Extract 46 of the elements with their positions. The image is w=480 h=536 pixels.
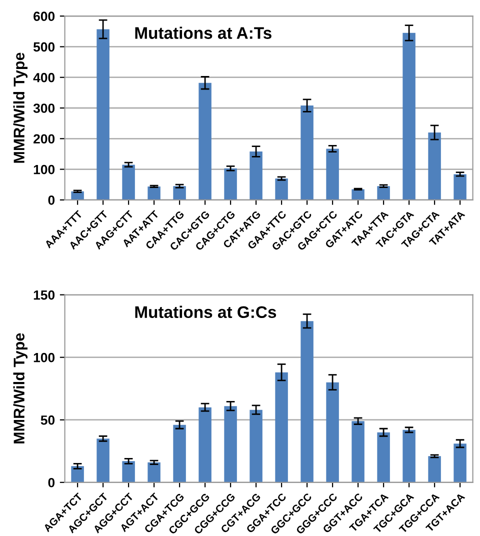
y-tick-label: 200 (34, 134, 55, 144)
bar (300, 106, 314, 200)
y-tick-label: 100 (34, 352, 55, 362)
bar (300, 321, 314, 482)
bar (224, 168, 237, 200)
bar (148, 462, 160, 482)
bar (454, 444, 466, 482)
bar (352, 189, 364, 200)
y-tick-label: 150 (34, 290, 55, 300)
bar (377, 186, 390, 200)
y-tick-label: 600 (34, 12, 55, 21)
y-axis-title: MMR/Wild Type (13, 52, 28, 163)
bar (428, 132, 441, 200)
bar (96, 438, 110, 482)
annotation: Mutations at A:Ts (135, 26, 272, 39)
y-tick-label: 50 (40, 415, 55, 425)
annotation: Mutations at G:Cs (135, 306, 276, 318)
bar (326, 382, 339, 482)
bar (173, 424, 186, 482)
y-tick-label: 0 (48, 478, 55, 488)
bar (122, 461, 135, 482)
y-axis-title: MMR/Wild Type (13, 333, 28, 444)
bar (122, 164, 135, 200)
y-tick-label: 400 (33, 72, 55, 82)
y-tick-label: 100 (34, 164, 55, 174)
bar (71, 466, 84, 482)
y-tick-label: 500 (33, 42, 55, 52)
bar (250, 152, 262, 200)
bar (352, 421, 364, 482)
y-tick-label: 300 (33, 104, 55, 113)
bar (402, 430, 416, 482)
bar (428, 456, 441, 482)
y-tick-label: 0 (48, 195, 55, 205)
bar (173, 186, 186, 200)
bar (224, 406, 237, 482)
bar (275, 372, 288, 482)
bar (275, 178, 288, 200)
bar (198, 407, 212, 482)
bar (250, 410, 262, 482)
bar (148, 186, 160, 200)
bar (377, 432, 390, 482)
bar (96, 29, 110, 200)
bar (402, 32, 416, 200)
bar (198, 82, 212, 200)
bar (454, 174, 466, 200)
bar (326, 148, 339, 200)
